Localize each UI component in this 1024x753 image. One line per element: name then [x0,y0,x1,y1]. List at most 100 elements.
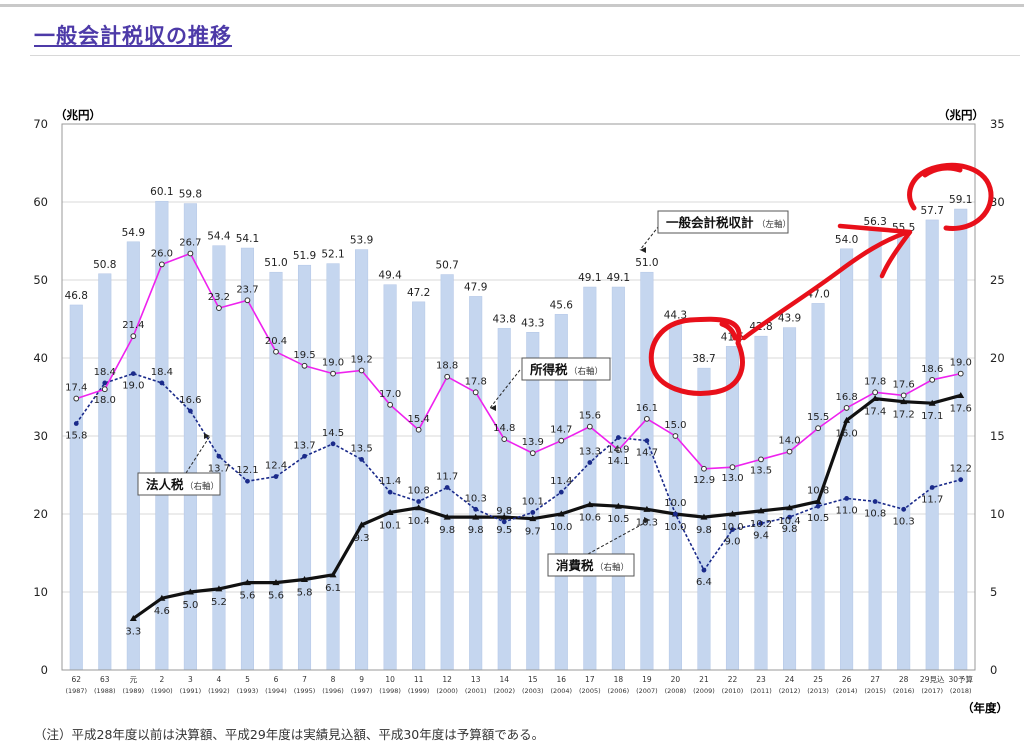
total-tax-callout-axis: （左軸） [757,219,791,230]
x-tick-year: (2015) [864,687,886,695]
right-axis-tick-label: 30 [990,195,1005,209]
income-tax-value-label: 19.0 [322,358,344,369]
income-tax-callout-arrow [490,405,496,411]
income-tax-point [929,376,936,383]
x-tick-year: (1994) [265,687,287,695]
x-tick-label: 11 [414,675,424,684]
income-tax-point [815,425,821,432]
income-tax-value-label: 15.5 [807,412,829,423]
corporate-tax-point [501,519,507,525]
corporate-tax-value-label: 16.6 [179,395,201,406]
corporate-tax-value-label: 9.0 [725,537,741,548]
corporate-tax-value-label: 10.0 [664,498,686,509]
income-tax-value-label: 26.7 [179,237,201,248]
bar-total-tax [868,230,882,671]
income-tax-point [244,297,251,304]
x-tick-year: (2018) [950,687,972,695]
consumption-tax-point [272,579,280,586]
x-tick-year: (2003) [522,687,544,695]
bar-total-tax [954,208,968,671]
x-tick-label: 27 [870,675,880,684]
bar-total-tax [897,236,911,671]
x-tick-year: (2000) [436,687,458,695]
consumption-tax-point [900,398,908,405]
x-tick-year: (2001) [465,687,487,695]
right-axis-tick-label: 10 [990,507,1005,521]
x-tick-year: (2017) [921,687,943,695]
income-tax-point [957,370,964,377]
consumption-tax-callout-name: 消費税 [556,558,594,573]
income-tax-point [872,389,879,396]
income-tax-value-label: 14.7 [550,425,572,436]
right-axis-unit: （兆円） [938,108,984,122]
x-tick-year: (1999) [408,687,430,695]
income-tax-value-label: 17.8 [864,376,886,387]
x-tick-label: 4 [217,675,222,684]
corporate-tax-point [444,485,450,490]
consumption-tax-value-label: 9.8 [439,525,455,536]
x-tick-label: 5 [245,675,250,684]
x-tick-label: 7 [302,675,307,684]
x-tick-year: (2011) [750,687,772,695]
income-tax-value-label: 21.4 [122,320,144,331]
bar-total-tax [640,271,654,671]
income-tax-value-label: 15.4 [408,414,430,425]
corporate-tax-value-label: 14.9 [607,445,629,456]
consumption-tax-point [529,515,537,522]
x-tick-label: 25 [813,675,823,684]
footnote: （注）平成28年度以前は決算額、平成29年度は実績見込額、平成30年度は予算額で… [34,727,545,742]
income-tax-point [758,456,764,463]
corporate-tax-point [901,506,907,512]
income-tax-point [387,401,394,408]
bar-value-label: 43.8 [493,313,516,325]
corporate-tax-value-label: 18.4 [94,367,116,378]
income-tax-callout-axis: （右軸） [569,366,603,377]
bar-total-tax [611,286,625,671]
income-tax-value-label: 23.2 [208,292,230,303]
x-tick-label: 16 [557,675,567,684]
right-axis-tick-label: 0 [990,663,997,677]
consumption-tax-point [215,585,223,592]
income-tax-value-label: 23.7 [236,284,258,295]
corporate-tax-point [73,421,79,426]
right-axis-tick-label: 5 [990,585,997,599]
income-tax-point [187,250,194,257]
corporate-tax-value-label: 11.7 [436,471,458,482]
x-tick-year: (1998) [379,687,401,695]
corporate-tax-point [844,496,850,501]
income-tax-value-label: 14.0 [778,436,800,447]
x-tick-label: 8 [331,675,336,684]
plot-frame [61,123,976,671]
income-tax-point [672,433,679,439]
x-tick-year: (2008) [665,687,687,695]
consumption-tax-value-label: 9.7 [525,527,541,538]
x-tick-label: 30予算 [948,674,973,684]
corporate-tax-point [330,441,336,447]
consumption-tax-value-label: 10.2 [750,519,772,530]
consumption-tax-value-label: 10.4 [778,516,800,527]
red-circle-2018 [907,162,994,231]
corporate-tax-value-label: 13.7 [208,463,230,474]
corporate-tax-point [187,408,193,414]
bar-total-tax [326,263,340,671]
income-tax-point [843,405,850,411]
consumption-tax-value-label: 16.0 [835,428,857,439]
consumption-tax-callout-leader [587,519,651,555]
consumption-tax-point [243,579,251,586]
corporate-tax-value-label: 13.3 [579,447,601,458]
corporate-tax-point [102,380,108,386]
bar-value-label: 59.8 [179,189,202,201]
x-tick-year: (2006) [608,687,630,695]
corporate-tax-point [701,567,707,573]
income-tax-callout-leader [489,369,521,409]
corporate-tax-value-label: 15.8 [65,431,87,442]
income-tax-point [301,362,308,369]
bar-total-tax [297,264,312,671]
consumption-tax-point [329,571,337,578]
consumption-tax-value-label: 4.6 [154,606,170,617]
corporate-tax-value-label: 10.3 [465,493,487,504]
income-tax-value-label: 19.5 [293,350,315,361]
x-tick-year: (2007) [636,687,658,695]
corporate-tax-point [615,435,621,440]
